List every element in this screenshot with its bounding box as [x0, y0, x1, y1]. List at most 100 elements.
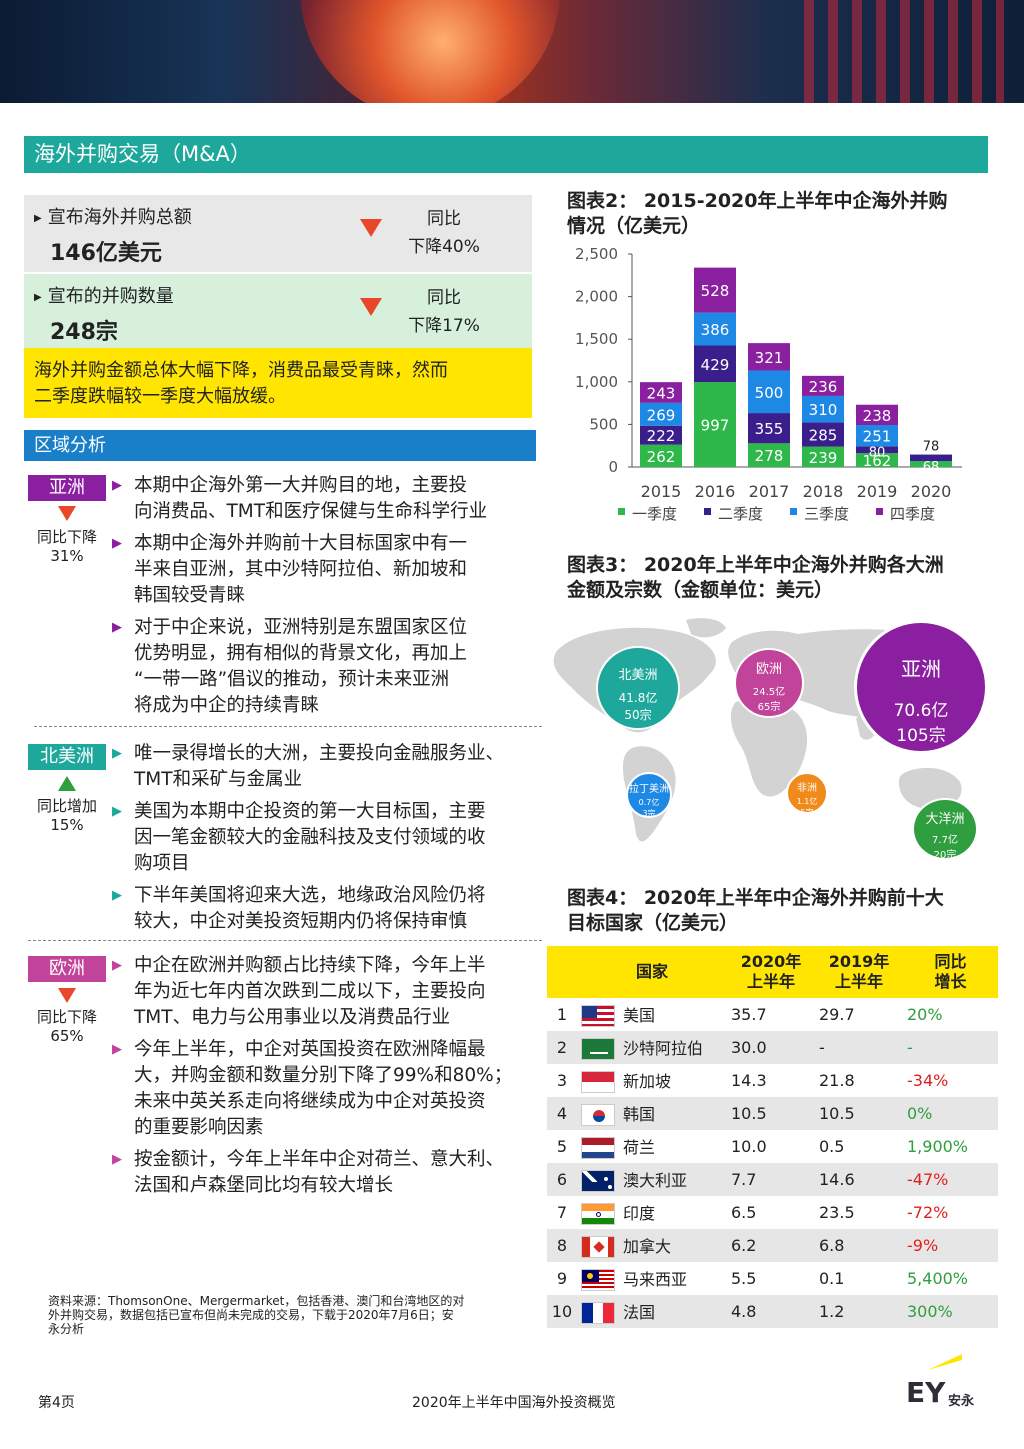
bar-2018-三季度: [802, 395, 844, 423]
divider: [28, 940, 542, 941]
country-cell: 沙特阿拉伯: [577, 1031, 727, 1064]
yoy-cell: -47%: [903, 1163, 998, 1196]
bullet-triangle-icon: ▶: [112, 958, 122, 973]
table-row: 5 荷兰 10.0 0.5 1,900%: [547, 1130, 998, 1163]
au-flag-icon: [581, 1170, 615, 1193]
summary-label: 宣布的并购数量: [47, 286, 174, 307]
bubble-north-america: 北美洲 41.8亿 50宗: [596, 646, 680, 730]
bar-2015-三季度: [640, 402, 682, 426]
list-item: ▶ 中企在欧洲并购额占比持续下降，今年上半 年为近七年内首次跌到二成以下，主要投向 T…: [112, 955, 486, 1028]
bar-2017-二季度: [748, 413, 790, 444]
table-row: 1 美国 35.7 29.7 20%: [547, 998, 998, 1031]
in-flag-icon: [581, 1203, 615, 1226]
yoy-cell: 20%: [907, 1005, 943, 1024]
down-arrow-icon: [58, 506, 76, 521]
x-tick-label: 2016: [695, 482, 736, 501]
section-title: 海外并购交易（M&A）: [24, 136, 988, 173]
rank-cell: 9: [556, 1269, 568, 1288]
list-item: ▶ 本期中企海外并购前十大目标国家中有一 半来自亚洲，其中沙特阿拉伯、新加坡和 韩国较…: [112, 533, 468, 606]
world-map: 北美洲 41.8亿 50宗 欧洲 24.5亿 65宗 亚洲 70.6亿 105宗…: [536, 612, 1012, 862]
sg-flag-icon: [581, 1071, 615, 1094]
bar-2016-三季度: [694, 312, 736, 346]
data-label: 269: [647, 406, 676, 424]
bullet-list-north-america: ▶ 唯一录得增长的大洲，主要投向金融服务业、 TMT和采矿与金属业 ▶ 美国为本期中企…: [110, 741, 544, 941]
value-2019-cell: 14.6: [815, 1163, 903, 1196]
bar-2017-四季度: [748, 343, 790, 371]
table-header-row: 国家 2020年 上半年 2019年 上半年 同比 增长: [547, 946, 998, 998]
bar-2020-二季度: [910, 454, 952, 462]
data-label: 386: [701, 321, 730, 339]
bar-2015-四季度: [640, 382, 682, 403]
value-2019-cell: 1.2: [815, 1295, 903, 1328]
table-row: 6 澳大利亚 7.7 14.6 -47%: [547, 1163, 998, 1196]
data-label: 80: [869, 445, 886, 460]
value-2020-cell: 35.7: [731, 1005, 767, 1024]
bar-2015-一季度: [640, 444, 682, 467]
value-2019-cell: 0.1: [819, 1269, 845, 1288]
region-yoy-north-america: 同比增加 15%: [36, 797, 97, 834]
country-cell: 新加坡: [577, 1064, 727, 1097]
region-tag-north-america: 北美洲: [28, 744, 106, 770]
data-label: 162: [863, 452, 892, 470]
value-2019-cell: 23.5: [819, 1203, 855, 1222]
rank-cell: 8: [547, 1229, 577, 1262]
country-cell: 韩国: [577, 1097, 727, 1130]
stacked-bar-chart: 0 500 1,000 1,500 2,000 2,500 262 222 269 243 2015…: [575, 245, 962, 523]
bullet-triangle-icon: ▶: [112, 746, 122, 761]
yoy-cell: -: [903, 1031, 998, 1064]
down-arrow-icon: [360, 219, 382, 237]
country-cell: 马来西亚: [577, 1262, 727, 1295]
chart3-title: 图表3： 2020年上半年中企海外并购各大洲 金额及宗数（金额单位：美元）: [567, 554, 944, 601]
bar-2019-四季度: [856, 404, 898, 425]
summary-total-amount: ▶ 宣布海外并购总额 146亿美元 同比 下降40%: [24, 195, 532, 272]
x-tick-label: 2019: [857, 482, 898, 501]
region-yoy-asia: 同比下降 31%: [36, 528, 97, 565]
table-row: 10 法国 4.8 1.2 300%: [547, 1295, 998, 1328]
summary-yoy: 同比 下降40%: [408, 209, 480, 257]
data-label: 997: [701, 417, 730, 435]
x-tick-label: 2020: [911, 482, 952, 501]
up-arrow-icon: [58, 776, 76, 791]
y-tick-label: 1,000: [575, 373, 618, 391]
col-2019: 2019年 上半年: [815, 946, 903, 998]
list-item: ▶ 今年上半年，中企对英国投资在欧洲降幅最 大，并购金额和数量分别下降了99%和80…: [112, 1039, 513, 1138]
country-cell: 荷兰: [577, 1130, 727, 1163]
summary-value: 248宗: [50, 320, 118, 345]
bubble-europe: 欧洲 24.5亿 65宗: [734, 648, 804, 718]
table-row: 3 新加坡 14.3 21.8 -34%: [547, 1064, 998, 1097]
data-label: 310: [809, 401, 838, 419]
region-analysis-header: 区域分析: [24, 430, 536, 461]
ey-logo-mark-icon: [928, 1354, 962, 1370]
footer-title: 2020年上半年中国海外投资概览: [412, 1395, 616, 1411]
rank-cell: 7: [556, 1203, 568, 1222]
bullet-list-asia: ▶ 本期中企海外第一大并购目的地，主要投 向消费品、TMT和医疗保健与生命科学行业 …: [110, 473, 540, 725]
value-2020-cell: 4.8: [727, 1295, 815, 1328]
chart2-title: 图表2： 2015-2020年上半年中企海外并购 情况（亿美元）: [567, 190, 948, 237]
data-label: 262: [647, 448, 676, 466]
legend-entry: 四季度: [890, 505, 935, 523]
bar-2016-四季度: [694, 267, 736, 313]
bubble-asia: 亚洲 70.6亿 105宗: [854, 620, 988, 754]
bar-2016-一季度: [694, 382, 736, 467]
header-banner-image: [0, 0, 1024, 103]
divider: [34, 726, 542, 727]
bullet-triangle-icon: ▶: [112, 804, 122, 819]
rank-cell: 1: [556, 1005, 568, 1024]
table-row: 8 加拿大 6.2 6.8 -9%: [547, 1229, 998, 1262]
bar-2018-一季度: [802, 446, 844, 467]
data-label: 68: [923, 460, 940, 475]
data-label: 355: [755, 420, 784, 438]
bubble-oceania: 大洋洲 7.7亿 20宗: [912, 798, 978, 861]
bullet-triangle-icon: ▶: [112, 536, 122, 551]
value-2019-cell: 21.8: [819, 1071, 855, 1090]
value-2020-cell: 30.0: [727, 1031, 815, 1064]
region-tag-europe: 欧洲: [28, 956, 106, 982]
list-item: ▶ 对于中企来说，亚洲特别是东盟国家区位 优势明显，拥有相似的背景文化，再加上 “一带…: [112, 617, 468, 716]
bullet-triangle-icon: ▶: [112, 1042, 122, 1057]
data-label: 285: [809, 426, 838, 444]
yoy-cell: -9%: [903, 1229, 998, 1262]
value-2020-cell: 6.2: [727, 1229, 815, 1262]
summary-yoy: 同比 下降17%: [408, 288, 480, 336]
us-flag-icon: [581, 1005, 615, 1028]
bullet-triangle-icon: ▶: [34, 292, 42, 303]
